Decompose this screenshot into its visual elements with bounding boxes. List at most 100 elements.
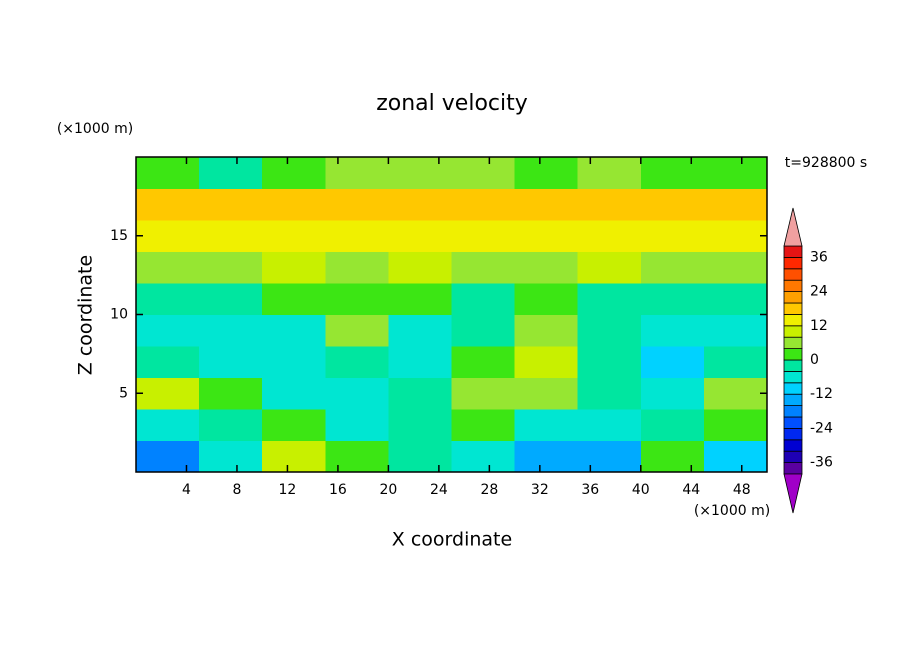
contour-cell: [262, 188, 326, 221]
contour-cell: [136, 440, 200, 473]
y-tick-label: 15: [110, 228, 128, 244]
contour-cell: [199, 409, 263, 441]
contour-cell: [514, 188, 579, 221]
contour-cell: [388, 346, 452, 378]
colorbar-box: [783, 268, 803, 281]
contour-cell: [388, 314, 452, 347]
x-tick-label: 20: [379, 482, 397, 498]
contour-cell: [577, 220, 642, 252]
chart-title: zonal velocity: [376, 91, 528, 116]
contour-cell: [514, 220, 579, 252]
contour-cell: [451, 346, 516, 378]
contour-cell: [640, 314, 705, 347]
contour-cell: [451, 220, 516, 252]
colorbar-box: [783, 245, 803, 258]
contour-cell: [199, 377, 263, 410]
contour-cell: [703, 220, 768, 252]
colorbar-box: [783, 336, 803, 350]
colorbar-box: [783, 302, 803, 315]
contour-cell: [325, 440, 389, 473]
contour-cell: [451, 409, 516, 441]
x-unit: (×1000 m): [694, 503, 770, 519]
contour-cell: [388, 188, 452, 221]
contour-cell: [199, 251, 263, 284]
contour-cell: [325, 377, 389, 410]
contour-cell: [514, 377, 579, 410]
contour-cell: [640, 409, 705, 441]
contour-cell: [703, 188, 768, 221]
x-tick-label: 32: [531, 482, 549, 498]
contour-cell: [325, 283, 389, 315]
contour-cell: [451, 188, 516, 221]
colorbar-box: [783, 405, 803, 418]
x-tick-label: 12: [279, 482, 297, 498]
contour-cell: [136, 283, 200, 315]
contour-cell: [199, 157, 263, 189]
contour-cell: [451, 377, 516, 410]
contour-cell: [703, 251, 768, 284]
contour-cell: [325, 188, 389, 221]
colorbar-box: [783, 279, 803, 293]
contour-cell: [514, 251, 579, 284]
colorbar-label: 12: [810, 318, 828, 334]
y-axis-label: Z coordinate: [75, 255, 97, 375]
y-tick-label: 5: [119, 385, 128, 401]
time-annotation: t=928800 s: [785, 155, 867, 171]
contour-cell: [262, 220, 326, 252]
contour-cell: [325, 220, 389, 252]
contour-cell: [325, 346, 389, 378]
contour-cell: [199, 283, 263, 315]
contour-cell: [703, 409, 768, 441]
contour-cell: [577, 440, 642, 473]
x-tick-label: 16: [329, 482, 347, 498]
colorbar-extend-high: [783, 207, 803, 247]
contour-cell: [451, 157, 516, 189]
contour-cell: [514, 283, 579, 315]
contour-cell: [388, 157, 452, 189]
contour-cell: [199, 346, 263, 378]
contour-cell: [640, 377, 705, 410]
colorbar-box: [783, 427, 803, 441]
y-tick-label: 10: [110, 307, 128, 323]
contour-cell: [577, 377, 642, 410]
x-tick-label: 24: [430, 482, 448, 498]
contour-cell: [136, 188, 200, 221]
colorbar-box: [783, 416, 803, 429]
colorbar-box: [783, 313, 803, 327]
x-tick-label: 40: [632, 482, 650, 498]
contour-cell: [703, 283, 768, 315]
x-tick-label: 4: [182, 482, 191, 498]
colorbar-label: 24: [810, 284, 828, 300]
contour-cell: [262, 283, 326, 315]
contour-cell: [136, 409, 200, 441]
contour-cell: [514, 440, 579, 473]
contour-cell: [262, 251, 326, 284]
contour-cell: [388, 409, 452, 441]
contour-cell: [577, 188, 642, 221]
contour-cell: [325, 409, 389, 441]
contour-cell: [640, 157, 705, 189]
contour-cell: [388, 440, 452, 473]
contour-cell: [325, 314, 389, 347]
contour-cell: [577, 346, 642, 378]
contour-cell: [262, 377, 326, 410]
contour-cell: [388, 251, 452, 284]
contour-cell: [199, 220, 263, 252]
contour-cell: [136, 346, 200, 378]
colorbar-box: [783, 348, 803, 361]
contour-cell: [703, 346, 768, 378]
contour-cell: [451, 283, 516, 315]
contour-cell: [388, 377, 452, 410]
colorbar-box: [783, 393, 803, 407]
x-tick-label: 44: [682, 482, 700, 498]
contour-cell: [451, 440, 516, 473]
contour-cell: [136, 157, 200, 189]
contour-cell: [325, 157, 389, 189]
contour-cell: [514, 314, 579, 347]
contour-cell: [640, 346, 705, 378]
contour-cell: [577, 157, 642, 189]
contour-cell: [514, 157, 579, 189]
colorbar-label: -24: [810, 420, 833, 436]
contour-cell: [136, 251, 200, 284]
colorbar-box: [783, 439, 803, 452]
